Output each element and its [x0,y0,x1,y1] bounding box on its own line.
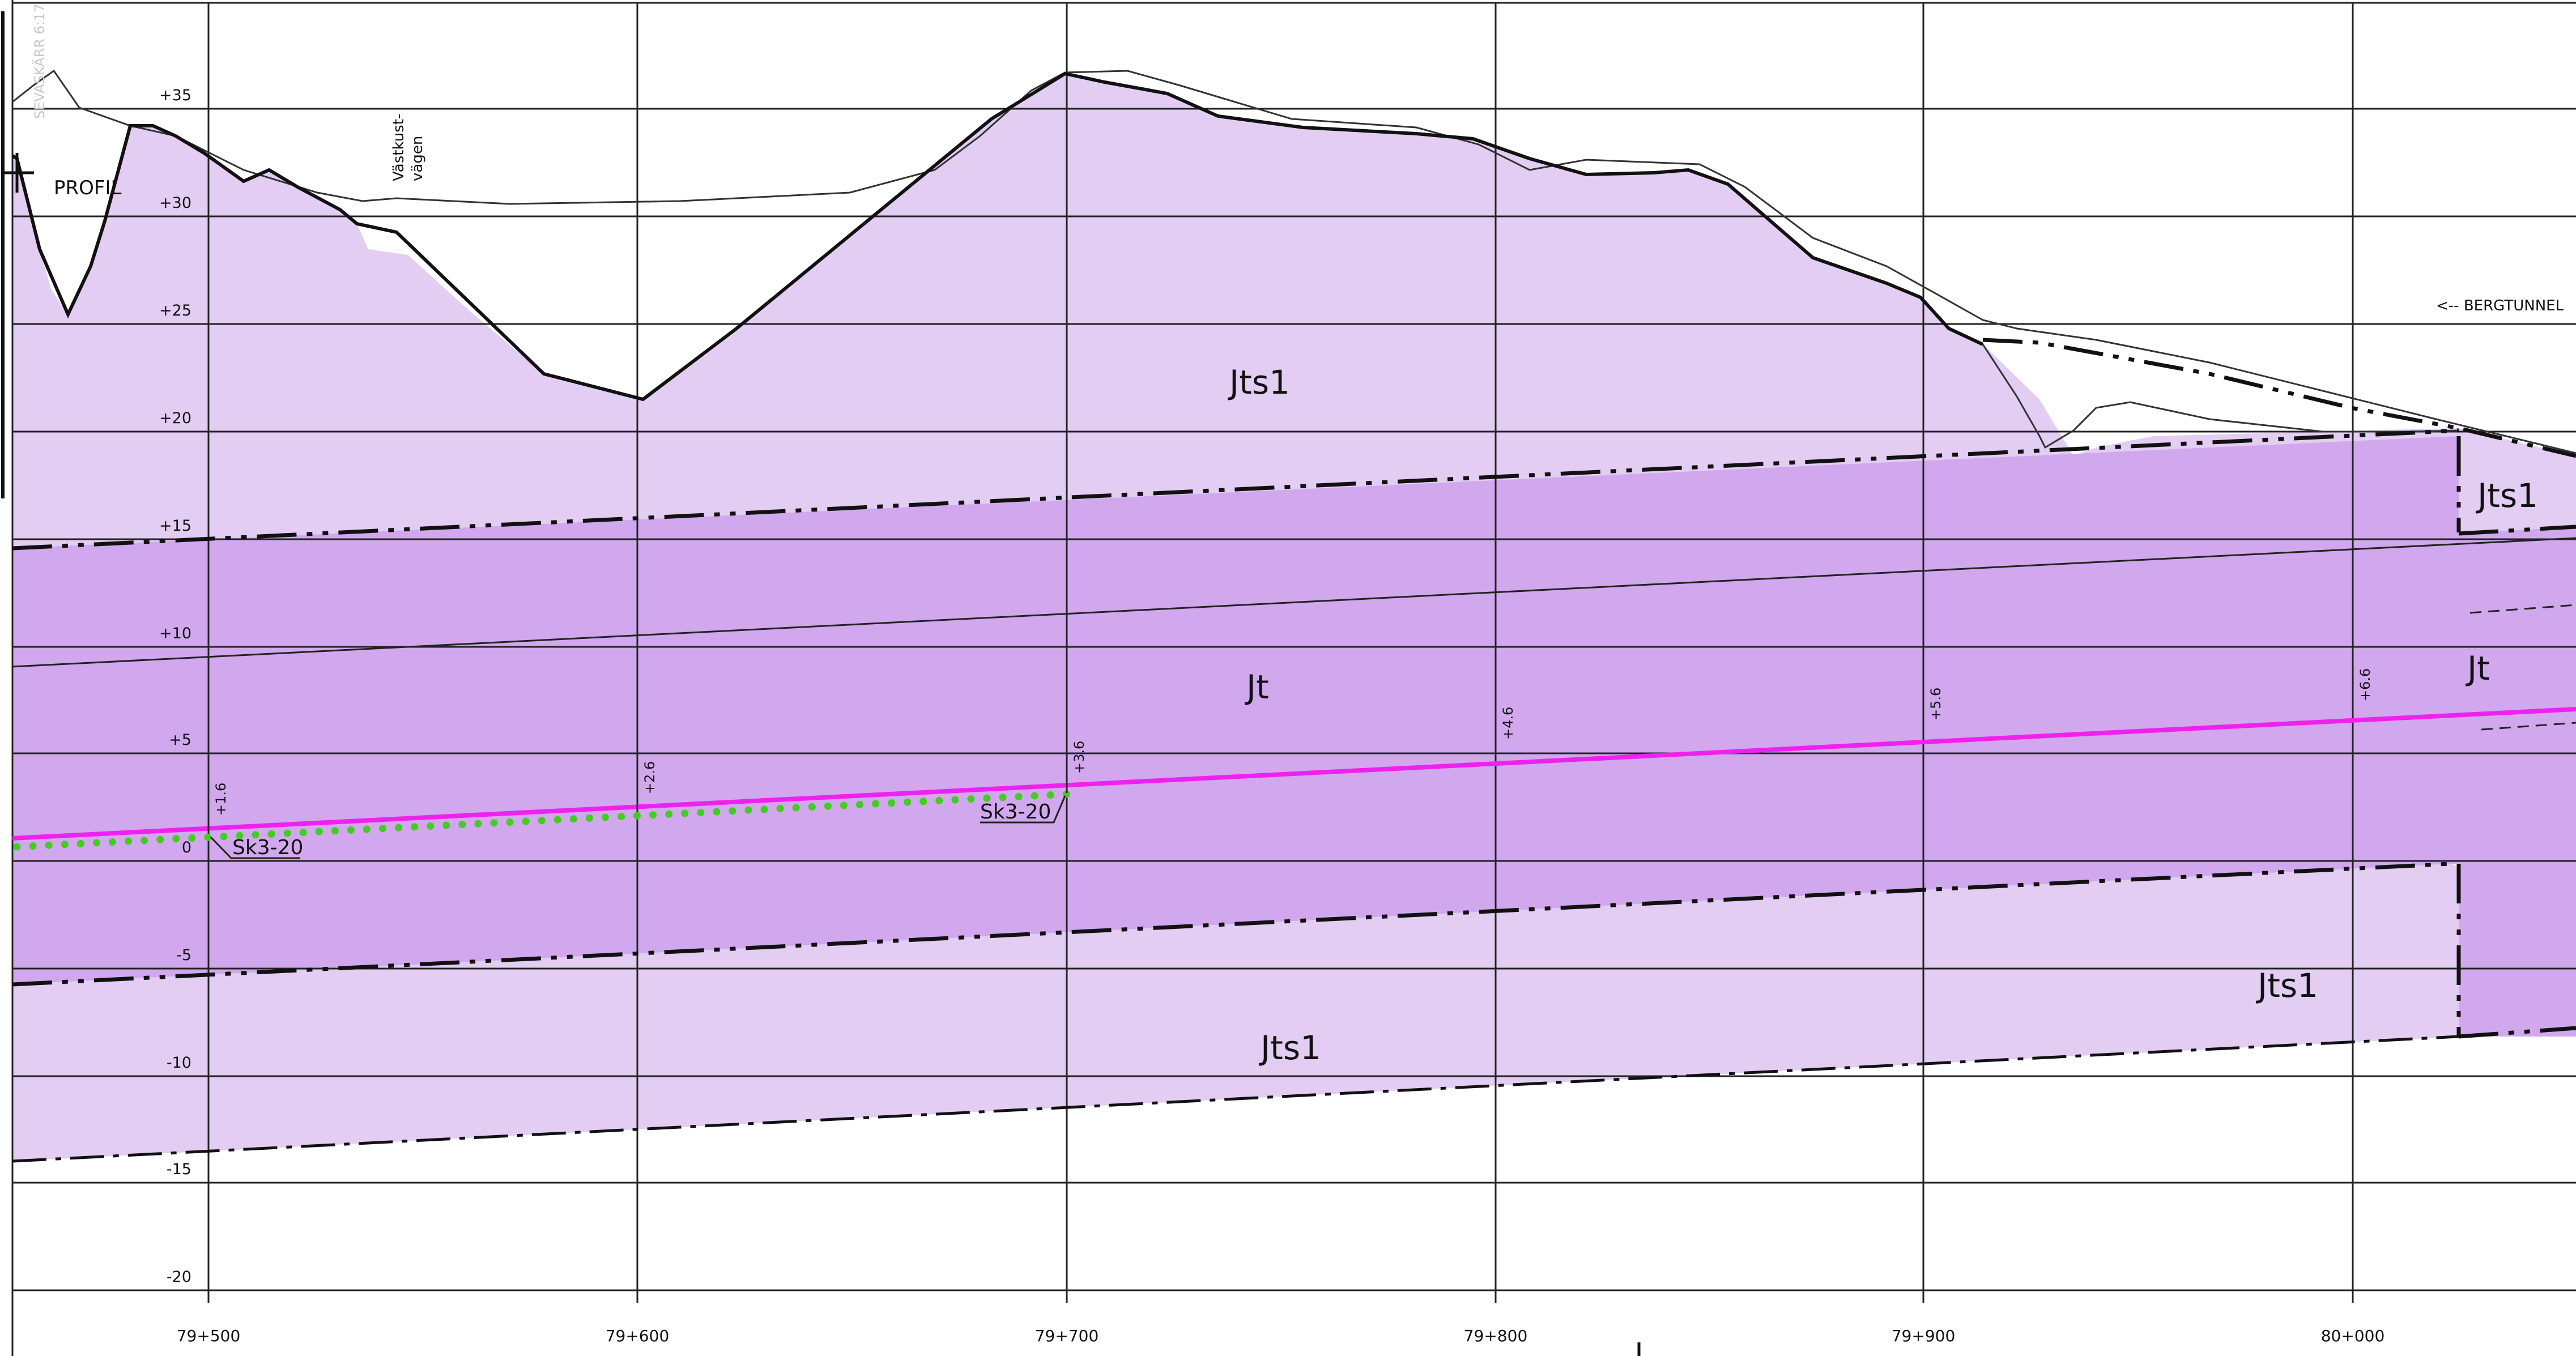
zone-fills [12,74,2576,1161]
elevation-label: +35 [159,87,191,104]
road-label: vägen [409,136,426,181]
elevation-label: +15 [159,517,191,535]
level-label: +1.6 [213,783,229,816]
level-label: +4.6 [1500,707,1516,740]
zone-label-jts1-right-lower: Jts1 [2256,966,2318,1005]
margin-note: SEVASKÄRR 6:17 [31,3,48,119]
sk-marker-right: Sk3-20 [980,800,1051,824]
elevation-label: -10 [167,1054,191,1072]
zone-jts1-right-upper-fill [2459,428,2576,534]
elevation-label: 0 [182,839,191,856]
existing-ground-line [12,69,2576,454]
marker-leaders [210,795,1066,859]
excavation-thin-continuation [1982,344,2459,449]
profile-label: PROFIL [54,177,121,199]
grid [11,0,2576,1356]
level-label: +2.6 [642,761,658,794]
elevation-label: +10 [159,625,191,642]
station-label: 80+000 [2321,1327,2385,1345]
zone-jts1-upper-fill [12,74,2459,548]
right-dashed-lines [2469,604,2576,731]
zone-jt-fill [12,436,2576,1037]
station-label: 79+500 [177,1327,241,1345]
elevation-label: -5 [176,946,191,964]
design-profile-line [12,707,2576,841]
level-ticks [207,701,2354,833]
level-label: +3.6 [1071,741,1087,774]
profile-level-labels: +1.6 +2.6 +3.6 +4.6 +5.6 +6.6 [213,668,2373,816]
station-label: 79+800 [1464,1327,1528,1345]
zone-jts1-lower-fill [12,864,2459,1161]
excavation-profile-line [11,71,1984,402]
bergtunnel-label: <-- BERGTUNNEL [2436,297,2564,314]
elevation-label: +20 [159,410,191,427]
elevation-label: +5 [169,731,191,749]
elevation-label: -15 [167,1161,191,1178]
zone-boundaries [12,338,2576,1039]
zone-label-jts1-lower: Jts1 [1259,1029,1321,1067]
profile-bracket [3,153,34,193]
station-label: 79+700 [1035,1327,1099,1345]
tunnel-roof-line [12,537,2576,668]
level-label: +5.6 [1928,688,1944,720]
elevation-axis: +35 +30 +25 +20 +15 +10 +5 0 -5 -10 -15 … [159,87,191,1286]
zone-label-jt: Jt [1245,668,1269,706]
station-label: 79+600 [606,1327,670,1345]
zone-label-jts1-upper: Jts1 [1228,363,1290,402]
station-label: 79+900 [1892,1327,1956,1345]
level-label: +6.6 [2357,668,2373,701]
zone-label-jt-right: Jt [2466,649,2490,688]
zone-label-jts1-right-upper: Jts1 [2476,476,2538,515]
station-axis: 79+500 79+600 79+700 79+800 79+900 80+00… [177,1327,2385,1345]
lower-boundary-line [12,1035,2459,1163]
elevation-label: -20 [167,1268,191,1286]
elevation-label: +25 [159,302,191,319]
sk-marker-left: Sk3-20 [232,836,303,859]
borehole-dotted-line [13,790,1072,851]
road-label: Västkust- [390,114,407,181]
elevation-label: +30 [159,194,191,212]
